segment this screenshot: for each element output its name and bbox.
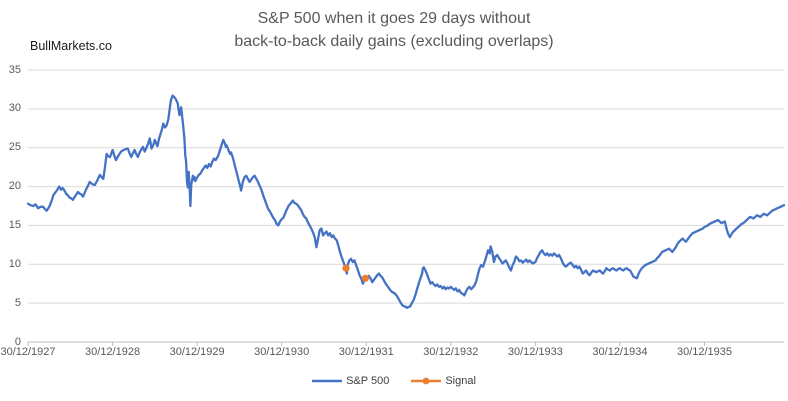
brand-watermark: BullMarkets.co (30, 39, 112, 53)
signal-marker (342, 264, 350, 272)
x-axis-label: 30/12/1927 (0, 346, 56, 358)
y-axis-label: 30 (8, 102, 21, 115)
x-axis-label: 30/12/1929 (169, 346, 225, 358)
sp500-series-line (26, 94, 786, 309)
signal-marker (361, 274, 369, 282)
x-axis-label: 30/12/1928 (85, 346, 141, 358)
legend-label-signal: Signal (445, 375, 476, 387)
x-axis-label: 30/12/1930 (254, 346, 310, 358)
y-axis-label: 35 (8, 63, 21, 76)
y-axis-label: 15 (8, 218, 21, 231)
x-axis-label: 30/12/1935 (676, 346, 733, 358)
x-axis-label: 30/12/1931 (338, 346, 394, 358)
chart-title-line1: S&P 500 when it goes 29 days without (257, 10, 531, 27)
signal-line-swatch (411, 377, 442, 385)
chart-title: S&P 500 when it goes 29 days without bac… (0, 7, 788, 53)
y-axis-label: 20 (8, 180, 21, 193)
y-axis-label: 5 (14, 296, 21, 309)
legend: S&P 500 Signal (0, 375, 788, 387)
legend-item-sp500: S&P 500 (312, 375, 389, 387)
legend-label-sp500: S&P 500 (346, 375, 390, 387)
y-axis-label: 0 (14, 335, 21, 348)
legend-item-signal: Signal (411, 375, 476, 387)
x-axis-label: 30/12/1934 (592, 346, 648, 358)
chart-title-line2: back-to-back daily gains (excluding over… (234, 33, 554, 50)
sp500-line-swatch (312, 379, 343, 383)
x-axis-label: 30/12/1933 (507, 346, 563, 358)
y-axis-label: 25 (8, 141, 21, 154)
x-axis-label: 30/12/1932 (423, 346, 479, 358)
y-axis-label: 10 (8, 257, 21, 270)
